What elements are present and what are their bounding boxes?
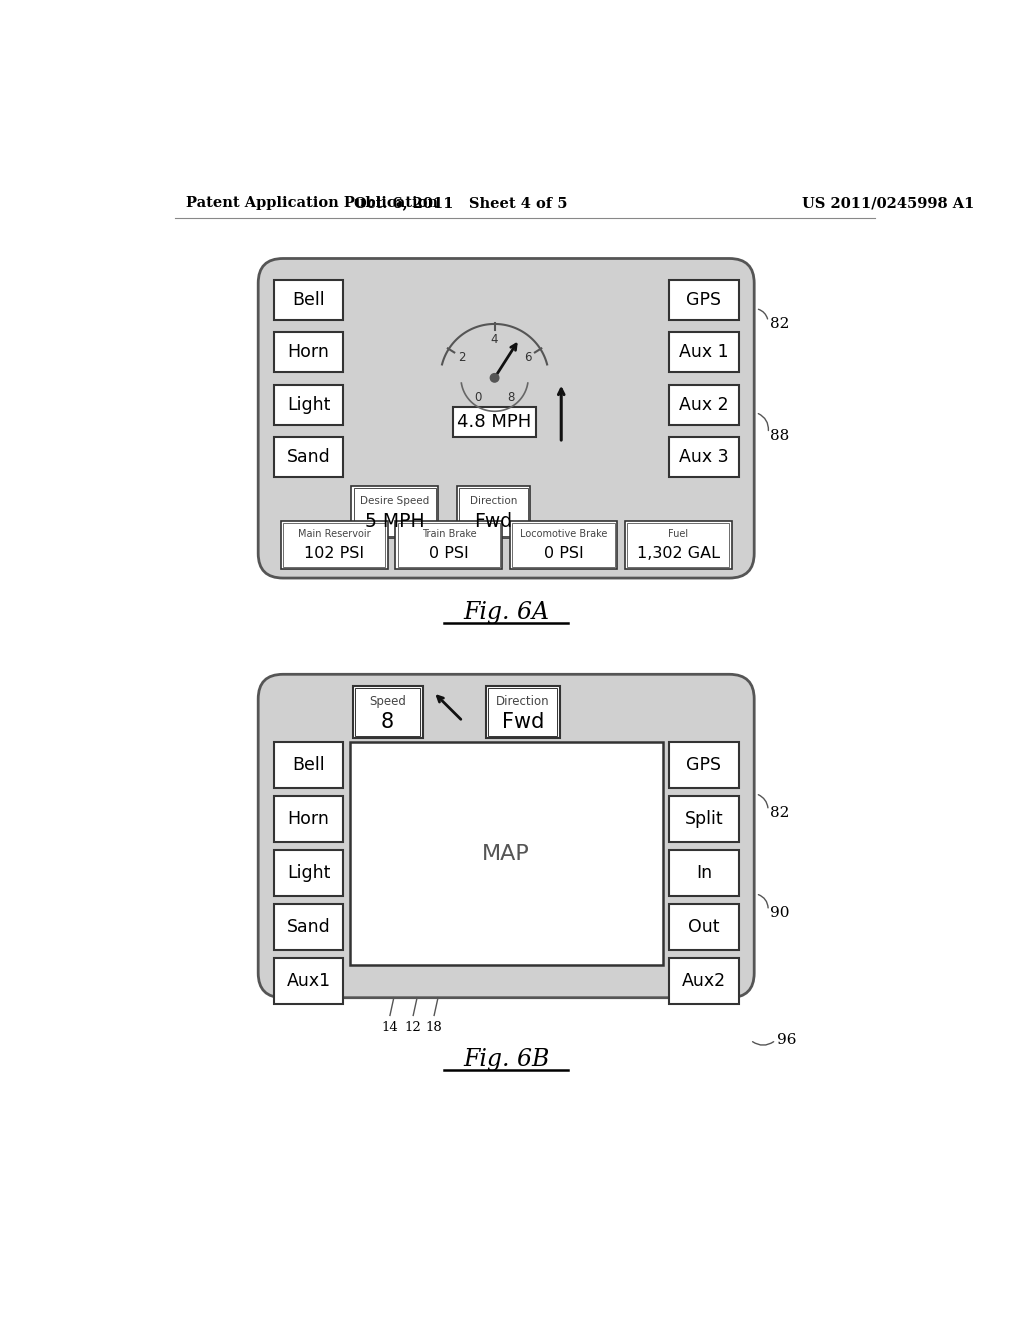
Bar: [669, 280, 738, 321]
Text: GPS: GPS: [686, 756, 721, 774]
Bar: [625, 521, 732, 569]
Bar: [273, 385, 343, 425]
Text: Fwd: Fwd: [502, 711, 544, 733]
Text: Direction: Direction: [470, 496, 517, 506]
Text: Fig. 6A: Fig. 6A: [463, 601, 549, 624]
Bar: [355, 688, 420, 737]
Bar: [397, 524, 500, 566]
Text: Aux 3: Aux 3: [679, 449, 729, 466]
Text: Fuel: Fuel: [669, 529, 688, 539]
Text: 4: 4: [490, 333, 499, 346]
Text: Locomotive Brake: Locomotive Brake: [520, 529, 607, 539]
Text: 12: 12: [404, 1020, 422, 1034]
Bar: [273, 850, 343, 896]
Text: Horn: Horn: [288, 343, 330, 362]
Text: 0: 0: [474, 391, 481, 404]
Text: 82: 82: [770, 317, 790, 331]
Text: Aux 1: Aux 1: [679, 343, 729, 362]
Text: GPS: GPS: [686, 292, 721, 309]
Bar: [273, 796, 343, 842]
Bar: [395, 521, 503, 569]
Text: 8: 8: [508, 391, 515, 404]
Bar: [281, 521, 388, 569]
Text: 90: 90: [770, 906, 790, 920]
Text: Light: Light: [287, 865, 331, 882]
Text: MAP: MAP: [482, 843, 530, 863]
Text: In: In: [695, 865, 712, 882]
Bar: [488, 688, 557, 737]
Bar: [669, 904, 738, 950]
Bar: [669, 742, 738, 788]
Text: 1,302 GAL: 1,302 GAL: [637, 546, 720, 561]
Text: Desire Speed: Desire Speed: [360, 496, 429, 506]
Text: Oct. 6, 2011   Sheet 4 of 5: Oct. 6, 2011 Sheet 4 of 5: [354, 197, 568, 210]
Text: 82: 82: [770, 807, 790, 820]
Text: Bell: Bell: [292, 756, 325, 774]
Bar: [627, 524, 729, 566]
Bar: [273, 280, 343, 321]
Bar: [351, 486, 438, 539]
Bar: [352, 686, 423, 738]
Text: Aux 2: Aux 2: [679, 396, 729, 413]
Bar: [453, 408, 537, 437]
Text: Fig. 6B: Fig. 6B: [463, 1048, 550, 1071]
Bar: [459, 488, 528, 536]
Bar: [273, 904, 343, 950]
Text: Sand: Sand: [287, 917, 331, 936]
Text: Light: Light: [287, 396, 331, 413]
Bar: [669, 796, 738, 842]
Text: Fwd: Fwd: [474, 512, 512, 531]
Text: 6: 6: [524, 351, 531, 363]
Text: Train Brake: Train Brake: [422, 529, 476, 539]
Bar: [283, 524, 385, 566]
Text: 0 PSI: 0 PSI: [429, 546, 469, 561]
Bar: [512, 524, 614, 566]
Text: 0 PSI: 0 PSI: [544, 546, 584, 561]
Bar: [669, 958, 738, 1003]
Text: Bell: Bell: [292, 292, 325, 309]
Text: Aux2: Aux2: [682, 972, 726, 990]
FancyBboxPatch shape: [258, 675, 755, 998]
Bar: [669, 850, 738, 896]
Text: 8: 8: [381, 711, 394, 733]
Text: 88: 88: [770, 429, 788, 442]
Text: 102 PSI: 102 PSI: [304, 546, 365, 561]
Bar: [273, 742, 343, 788]
Text: Split: Split: [684, 810, 723, 828]
Bar: [353, 488, 435, 536]
Text: 4.8 MPH: 4.8 MPH: [458, 413, 531, 432]
Bar: [273, 437, 343, 478]
Text: Patent Application Publication: Patent Application Publication: [186, 197, 438, 210]
Text: Direction: Direction: [496, 694, 550, 708]
Bar: [457, 486, 530, 539]
Bar: [273, 333, 343, 372]
Text: 14: 14: [382, 1020, 398, 1034]
FancyBboxPatch shape: [258, 259, 755, 578]
Text: Out: Out: [688, 917, 720, 936]
Bar: [510, 521, 617, 569]
Bar: [669, 333, 738, 372]
Bar: [273, 958, 343, 1003]
Bar: [486, 686, 560, 738]
Text: Main Reservoir: Main Reservoir: [298, 529, 371, 539]
Text: Speed: Speed: [370, 694, 407, 708]
Text: Sand: Sand: [287, 449, 331, 466]
Text: 5 MPH: 5 MPH: [365, 512, 424, 531]
Circle shape: [490, 374, 499, 381]
Text: 96: 96: [777, 1034, 797, 1047]
Bar: [669, 437, 738, 478]
Text: Horn: Horn: [288, 810, 330, 828]
Bar: [669, 385, 738, 425]
Text: Aux1: Aux1: [287, 972, 331, 990]
Text: 2: 2: [458, 351, 465, 363]
Text: 18: 18: [426, 1020, 442, 1034]
Bar: [349, 742, 663, 965]
Text: US 2011/0245998 A1: US 2011/0245998 A1: [802, 197, 975, 210]
